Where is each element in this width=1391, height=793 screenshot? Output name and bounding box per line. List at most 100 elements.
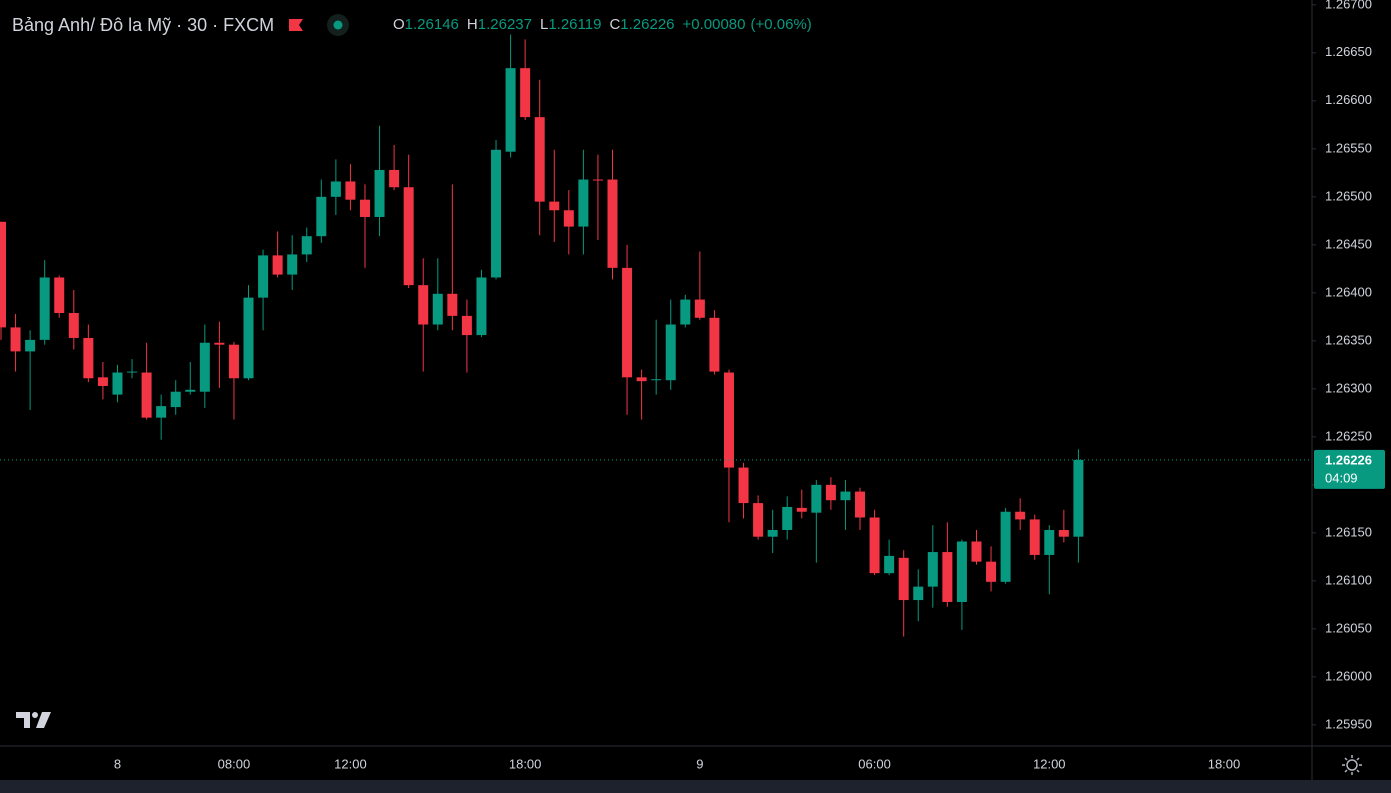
candle-body [491,149,502,278]
y-tick-label: 1.26700 [1325,0,1372,11]
candle-body [432,293,443,325]
candle-body [855,491,866,518]
candle-body [476,277,487,336]
candle-body [1044,529,1055,555]
candle-body [1000,511,1011,582]
x-tick-label: 9 [696,756,703,771]
y-tick-label: 1.26350 [1325,332,1372,347]
last-price-label: 1.26226 [1325,452,1372,467]
candle-body [753,503,764,537]
header: Bảng Anh/ Đô la Mỹ · 30 · FXCM [12,12,350,38]
legend-low: 1.26119 [548,16,602,33]
candle-body [942,552,953,602]
candle-body [39,277,50,340]
candle-body [83,337,94,379]
candle-body [10,327,21,352]
candle-body [1058,529,1069,537]
candle-body [97,377,108,386]
candle-body [927,552,938,587]
legend-label: O [393,16,405,33]
candle-body [505,68,516,152]
candle-body [592,179,603,181]
y-tick-label: 1.25950 [1325,716,1372,731]
candle-body [272,255,283,275]
candle-body [825,484,836,501]
legend-change-percent: (+0.06%) [750,16,812,33]
legend-close: 1.26226 [620,16,675,33]
y-tick-label: 1.26550 [1325,140,1372,155]
y-tick-label: 1.26650 [1325,44,1372,59]
candle-body [418,285,429,325]
y-tick-label: 1.26450 [1325,236,1372,251]
flag-icon[interactable] [288,18,304,32]
candle-body [782,506,793,530]
tv-logo [16,712,51,728]
y-tick-label: 1.26150 [1325,524,1372,539]
last-price-box [1314,449,1385,489]
ohlc-legend: O 1.26146 H 1.26237 L 1.26119 C 1.26226 +0.00080… [393,16,812,33]
candle-body [447,293,458,316]
symbol-title: Bảng Anh/ Đô la Mỹ · 30 · FXCM [12,14,275,35]
settings-icon[interactable] [1342,755,1362,775]
x-tick-label: 08:00 [218,756,251,771]
candle-body [156,406,167,418]
candle-body [214,342,225,345]
y-tick-label: 1.26500 [1325,188,1372,203]
candle-body [389,169,400,188]
candle-body [301,236,312,255]
candle-body [228,344,239,379]
candle-body [345,181,356,200]
candle-body [549,201,560,211]
candle-body [898,557,909,601]
candle-body [767,529,778,537]
candle-body [738,467,749,504]
y-tick-label: 1.26100 [1325,572,1372,587]
bottom-bar [0,780,1391,793]
candle-body [68,312,79,338]
candle-body [112,372,123,395]
x-tick-label: 8 [114,756,121,771]
candle-body [607,179,618,268]
candle-body [520,68,531,118]
candle-body [680,299,691,325]
y-tick-label: 1.26400 [1325,284,1372,299]
legend-high: 1.26237 [477,16,532,33]
candle-body [884,555,895,574]
candle-body [287,254,298,275]
candle-body [461,315,472,336]
candle-body [199,342,210,392]
candle-body [243,297,254,379]
candle-body [636,377,647,382]
candle-body [709,317,720,372]
candle-body [840,491,851,501]
y-tick-label: 1.26050 [1325,620,1372,635]
x-tick-label: 12:00 [1033,756,1066,771]
candle-body [25,339,36,352]
candle-body [141,372,152,418]
status-icon[interactable] [326,13,350,37]
candle-body [1029,519,1040,555]
legend-change: +0.00080 [682,16,746,33]
candle-body [811,484,822,513]
candle-body [170,391,181,408]
candle-body [723,372,734,468]
candle-body [0,221,6,328]
legend-label: H [466,16,478,33]
candle-body [971,541,982,562]
candle-body [563,210,574,227]
x-tick-label: 18:00 [1208,756,1241,771]
candle-body [986,561,997,582]
x-tick-label: 12:00 [334,756,367,771]
y-tick-label: 1.26600 [1325,92,1372,107]
candle-body [185,389,196,392]
y-tick-label: 1.26300 [1325,380,1372,395]
candle-body [694,299,705,318]
x-tick-label: 18:00 [509,756,542,771]
countdown-label: 04:09 [1325,470,1358,485]
candle-body [578,179,589,227]
candle-body [869,517,880,574]
candle-body [127,371,138,373]
candle-body [622,267,633,378]
